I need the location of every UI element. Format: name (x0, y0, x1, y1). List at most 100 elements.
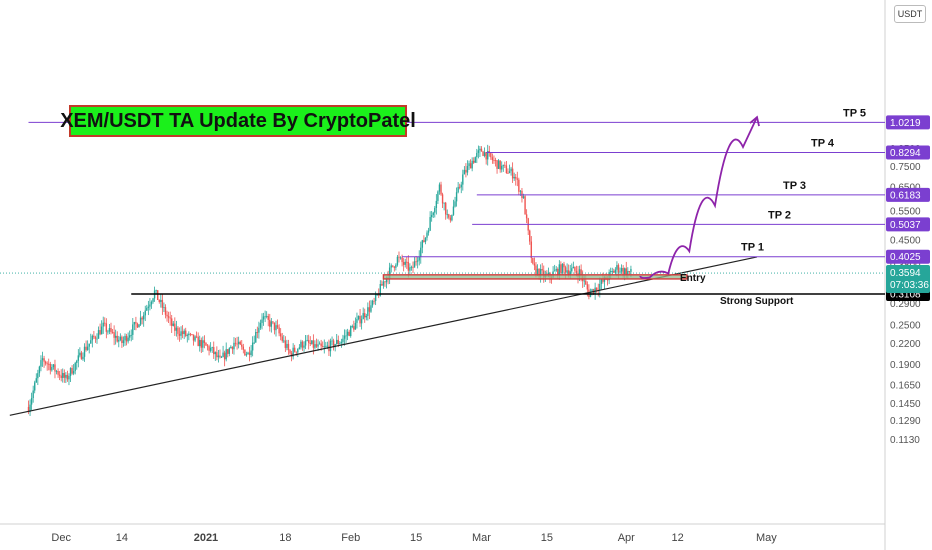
candle-body (275, 325, 277, 331)
x-tick-label: 18 (279, 532, 291, 544)
candle-body (79, 352, 81, 356)
candle-body (55, 371, 58, 372)
candle-body (99, 330, 101, 335)
candle-body (454, 201, 456, 207)
candle-body (199, 339, 201, 347)
candle-body (85, 346, 87, 350)
candle-body (74, 362, 76, 372)
candle-body (214, 352, 216, 355)
y-tick-label: 0.4500 (890, 236, 921, 247)
candle-body (614, 269, 617, 273)
candle-body (72, 371, 75, 374)
candle-body (104, 322, 106, 324)
candle-body (233, 342, 235, 350)
candle-body (360, 319, 363, 324)
candle-body (388, 267, 391, 279)
candle-body (418, 256, 420, 261)
candle-body (63, 372, 66, 378)
candle-body (318, 343, 321, 345)
candle-body (86, 346, 89, 350)
candle-body (438, 184, 441, 192)
candle-body (432, 212, 434, 216)
candle-body (407, 261, 410, 271)
candle-body (370, 305, 372, 312)
candle-body (331, 340, 333, 342)
candle-body (574, 266, 576, 271)
candle-body (304, 340, 307, 346)
candle-body (289, 350, 291, 354)
candle-body (163, 307, 165, 308)
candle-body (328, 345, 330, 352)
entry-label: Entry (680, 273, 706, 284)
support-label: Strong Support (720, 296, 794, 307)
candle-body (356, 319, 358, 323)
candle-body (320, 343, 322, 347)
candle-body (241, 344, 243, 347)
candle-body (480, 148, 483, 152)
candle-body (379, 284, 382, 296)
candle-body (622, 267, 624, 275)
candle-body (357, 315, 360, 320)
candle-body (223, 352, 226, 360)
candle-body (353, 326, 355, 330)
currency-label[interactable]: USDT (894, 5, 926, 23)
candle-body (580, 269, 582, 276)
candle-body (283, 340, 285, 342)
candle-body (342, 338, 344, 342)
candle-body (267, 316, 269, 320)
candle-body (295, 351, 297, 353)
y-tick-label: 0.1450 (890, 399, 921, 410)
candle-body (242, 346, 245, 350)
candle-body (441, 194, 444, 204)
projection-arrow[interactable] (639, 116, 758, 279)
candle-body (219, 355, 221, 358)
target-price-badge (886, 115, 930, 130)
candle-body (471, 160, 473, 169)
candle-body (317, 344, 319, 347)
candle-body (457, 186, 459, 193)
candle-body (413, 261, 416, 268)
candle-body (430, 215, 433, 218)
candle-body (416, 260, 419, 262)
candle-body (308, 339, 310, 343)
candle-body (130, 334, 132, 336)
candle-body (194, 336, 196, 341)
candle-body (255, 332, 257, 343)
candle-body (273, 322, 276, 331)
candle-body (272, 321, 274, 323)
candle-body (448, 214, 450, 218)
candle-body (346, 331, 349, 336)
candle-body (133, 322, 136, 325)
trendline[interactable] (9, 256, 758, 416)
candle-body (571, 268, 573, 272)
candle-body (150, 301, 153, 305)
current-price-badge (886, 265, 930, 294)
candle-body (404, 261, 406, 265)
target-price-badge-text: 0.5037 (890, 220, 921, 231)
candle-body (368, 307, 371, 312)
candle-body (513, 176, 515, 179)
candle-body (336, 339, 338, 345)
candle-body (427, 230, 430, 233)
candle-body (429, 217, 431, 231)
candle-body (469, 163, 472, 169)
candle-body (244, 349, 246, 356)
candle-body (507, 173, 509, 174)
candle-body (149, 304, 151, 307)
candle-body (426, 232, 428, 238)
target-label: TP 5 (843, 107, 866, 119)
candle-body (326, 345, 329, 347)
candle-body (466, 166, 469, 173)
candle-body (121, 336, 123, 344)
time-axis[interactable]: Dec 14 2021 18 Feb 15 Mar 15 Apr 12 May (51, 532, 777, 544)
candle-body (490, 152, 492, 158)
entry-zone[interactable] (382, 274, 688, 280)
candle-body (166, 314, 168, 317)
candle-body (591, 289, 593, 292)
candle-body (298, 347, 301, 349)
candle-body (80, 352, 83, 360)
candle-body (412, 266, 414, 268)
candle-body (141, 317, 143, 320)
candle-body (583, 280, 585, 282)
